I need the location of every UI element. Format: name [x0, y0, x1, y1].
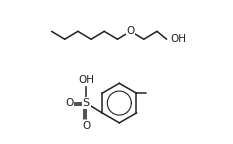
Text: S: S [82, 98, 90, 108]
Text: OH: OH [170, 34, 186, 44]
Text: OH: OH [78, 75, 94, 85]
Text: O: O [82, 121, 90, 131]
Text: O: O [65, 98, 73, 108]
Text: O: O [127, 26, 135, 36]
